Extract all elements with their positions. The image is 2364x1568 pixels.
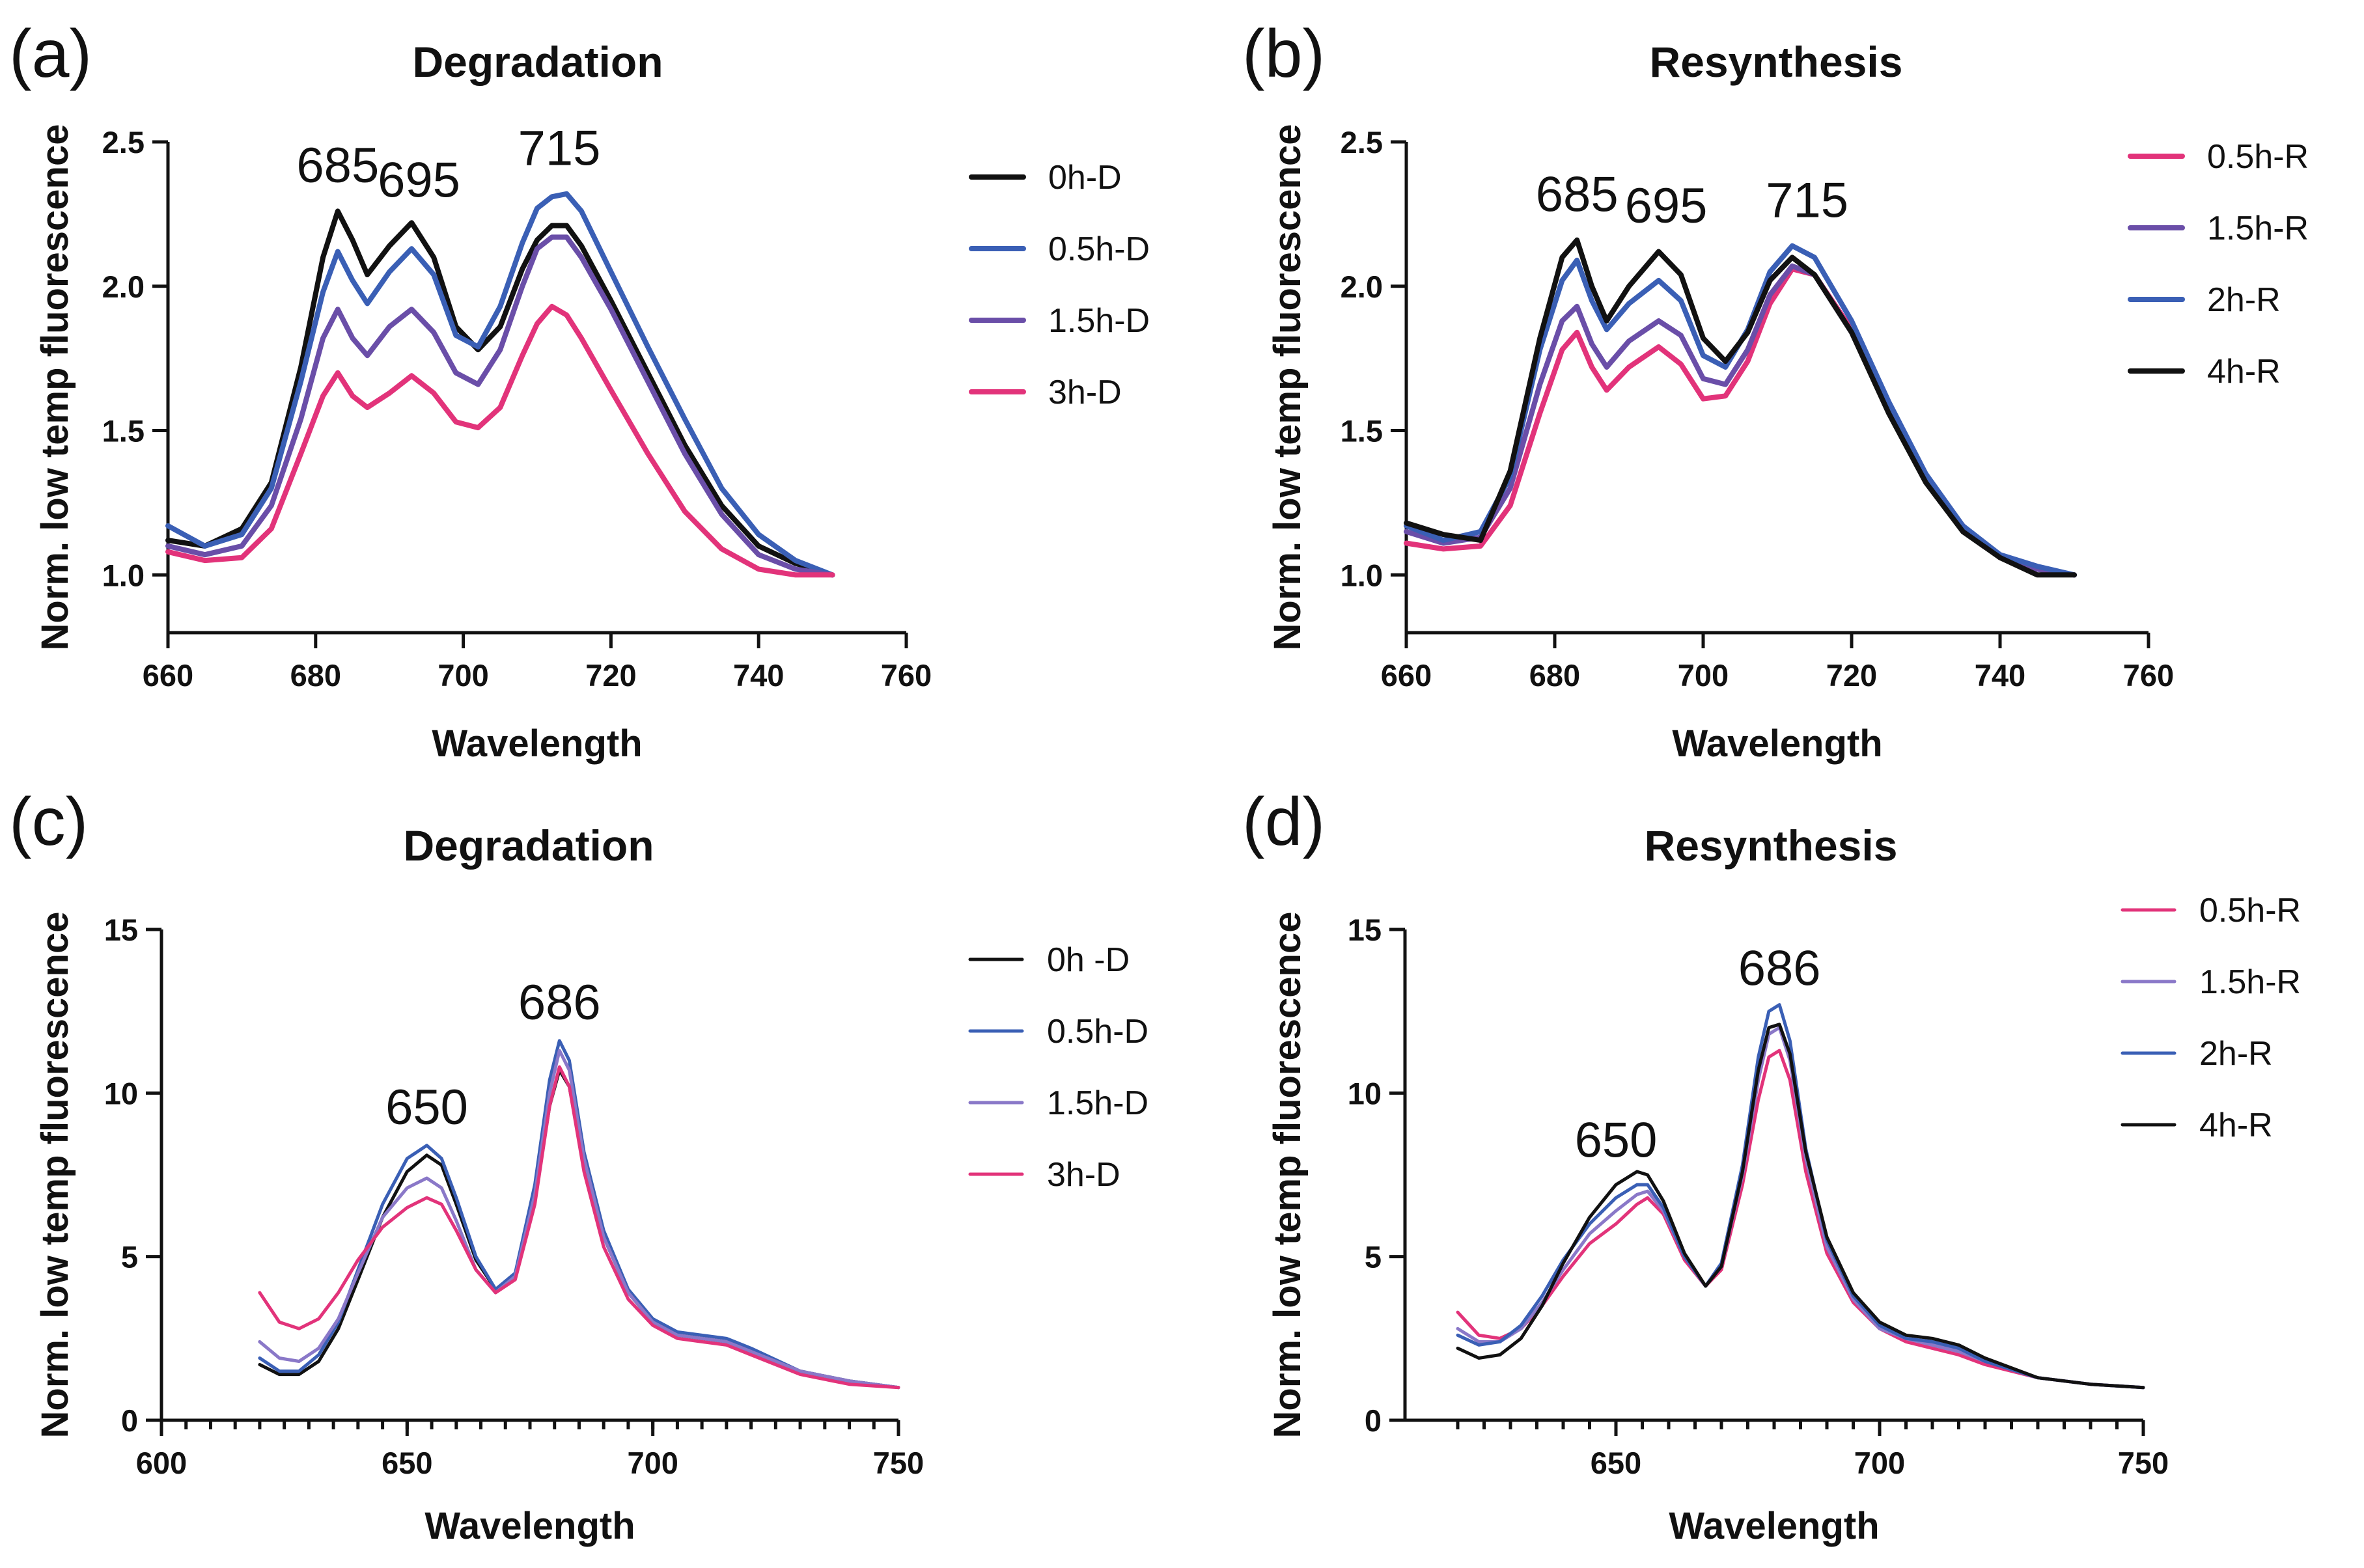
- x-axis-title: Wavelength: [1669, 1505, 1879, 1547]
- y-tick-label: 5: [121, 1240, 138, 1274]
- x-tick-label: 700: [1678, 658, 1729, 693]
- x-tick-label: 760: [2123, 658, 2174, 693]
- x-tick-label: 660: [143, 658, 193, 693]
- x-tick-label: 740: [1975, 658, 2025, 693]
- chart-panel-a: (a) Degradation 660 680 700 720 740 760 1.0 1.5 2.…: [9, 16, 1150, 765]
- y-tick-label: 1.0: [1341, 558, 1383, 592]
- series-line-3h-d: [165, 303, 835, 578]
- x-tick-label: 760: [881, 658, 932, 693]
- series-line-2h-r: [1404, 243, 2077, 578]
- chart-panel-c: (c) Degradation 600 650 700 750 0 5 10 15 Waveleng…: [9, 784, 1148, 1547]
- legend-label: 2h-R: [2207, 281, 2281, 319]
- legend-label: 3h-D: [1048, 374, 1122, 411]
- series-line-1-5h-d: [258, 1049, 900, 1390]
- series-line-1-5h-d: [165, 234, 835, 578]
- chart-panel-b: (b) Resynthesis 660 680 700 720 740 760 1.0 1.5 2.…: [1242, 16, 2309, 765]
- y-tick-label: 2.5: [102, 125, 145, 159]
- panel-letter: (b): [1242, 16, 1325, 92]
- legend-label: 0.5h-D: [1047, 1013, 1148, 1051]
- x-tick-label: 680: [290, 658, 341, 693]
- peak-annotation: 686: [1738, 941, 1821, 996]
- legend-label: 1.5h-D: [1047, 1084, 1148, 1122]
- series-line-0-5h-r: [1456, 1049, 2145, 1390]
- legend-label: 0.5h-R: [2207, 138, 2309, 176]
- peak-annotation: 650: [385, 1080, 468, 1135]
- legend-label: 0.5h-D: [1048, 230, 1150, 268]
- y-tick-label: 2.0: [1341, 269, 1383, 304]
- x-tick-label: 700: [438, 658, 488, 693]
- y-axis-title: Norm. low temp fluorescence: [34, 912, 76, 1438]
- series-line-0h-d: [165, 208, 835, 578]
- panel-letter: (c): [9, 784, 88, 860]
- x-tick-label: 660: [1381, 658, 1432, 693]
- peak-annotation: 650: [1575, 1112, 1658, 1168]
- series-line-4h-r: [1456, 1023, 2145, 1390]
- y-tick-label: 15: [104, 913, 138, 947]
- legend-label: 0.5h-R: [2199, 892, 2301, 929]
- legend-label: 1.5h-R: [2207, 210, 2309, 247]
- chart-title: Degradation: [403, 821, 654, 870]
- chart-title: Resynthesis: [1645, 821, 1898, 870]
- chart-title: Degradation: [412, 38, 663, 86]
- legend-label: 2h-R: [2199, 1035, 2273, 1073]
- legend-label: 0h -D: [1047, 941, 1130, 979]
- panel-letter: (d): [1242, 784, 1325, 860]
- y-axis-title: Norm. low temp fluorescence: [1266, 912, 1309, 1438]
- x-axis-title: Wavelength: [432, 722, 642, 765]
- y-tick-label: 10: [104, 1076, 138, 1110]
- y-tick-label: 10: [1348, 1076, 1382, 1110]
- y-tick-label: 2.0: [102, 269, 145, 304]
- chart-panel-d: (d) Resynthesis 650 700 750 0 5 10 15 Wavelength N…: [1242, 784, 2301, 1547]
- y-axis-title: Norm. low temp fluorescence: [34, 124, 76, 651]
- x-tick-label: 750: [2118, 1446, 2169, 1480]
- series-line-0-5h-r: [1404, 266, 2077, 578]
- x-axis-title: Wavelength: [424, 1505, 635, 1547]
- series-line-0-5h-d: [165, 191, 835, 578]
- peak-annotation: 695: [1625, 178, 1708, 234]
- x-tick-label: 680: [1529, 658, 1580, 693]
- y-tick-label: 15: [1348, 913, 1382, 947]
- peak-annotation: 685: [1536, 167, 1619, 222]
- x-tick-label: 650: [382, 1446, 432, 1480]
- x-tick-label: 650: [1591, 1446, 1641, 1480]
- legend-label: 1.5h-D: [1048, 302, 1150, 340]
- x-tick-label: 700: [627, 1446, 678, 1480]
- x-axis-title: Wavelength: [1672, 722, 1882, 765]
- chart-title: Resynthesis: [1650, 38, 1903, 86]
- x-tick-label: 700: [1854, 1446, 1905, 1480]
- peak-annotation: 715: [518, 120, 601, 176]
- legend-label: 0h-D: [1048, 159, 1122, 197]
- series-line-1-5h-r: [1456, 1026, 2145, 1390]
- y-tick-label: 0: [1365, 1403, 1382, 1438]
- y-tick-label: 5: [1365, 1240, 1382, 1274]
- series-line-3h-d: [258, 1065, 900, 1390]
- peak-annotation: 686: [518, 975, 601, 1030]
- legend-label: 4h-R: [2199, 1107, 2273, 1144]
- x-tick-label: 600: [136, 1446, 187, 1480]
- legend-label: 1.5h-R: [2199, 963, 2301, 1001]
- peak-annotation: 715: [1766, 172, 1848, 228]
- series-line-1-5h-r: [1404, 263, 2077, 578]
- legend-label: 4h-R: [2207, 353, 2281, 391]
- series-line-2h-r: [1456, 1003, 2145, 1390]
- panel-letter: (a): [9, 16, 92, 92]
- y-tick-label: 0: [121, 1403, 138, 1438]
- peak-annotation: 695: [378, 152, 460, 208]
- series-line-4h-r: [1404, 237, 2077, 578]
- series-line-0-5h-d: [258, 1039, 900, 1390]
- y-tick-label: 2.5: [1341, 125, 1383, 159]
- peak-annotation: 685: [296, 138, 379, 193]
- x-tick-label: 720: [585, 658, 636, 693]
- y-axis-title: Norm. low temp fluorescence: [1266, 124, 1309, 651]
- legend-label: 3h-D: [1047, 1156, 1120, 1194]
- y-tick-label: 1.0: [102, 558, 145, 592]
- x-tick-label: 750: [873, 1446, 924, 1480]
- x-tick-label: 740: [733, 658, 784, 693]
- y-tick-label: 1.5: [102, 414, 145, 448]
- x-tick-label: 720: [1826, 658, 1877, 693]
- y-tick-label: 1.5: [1341, 414, 1383, 448]
